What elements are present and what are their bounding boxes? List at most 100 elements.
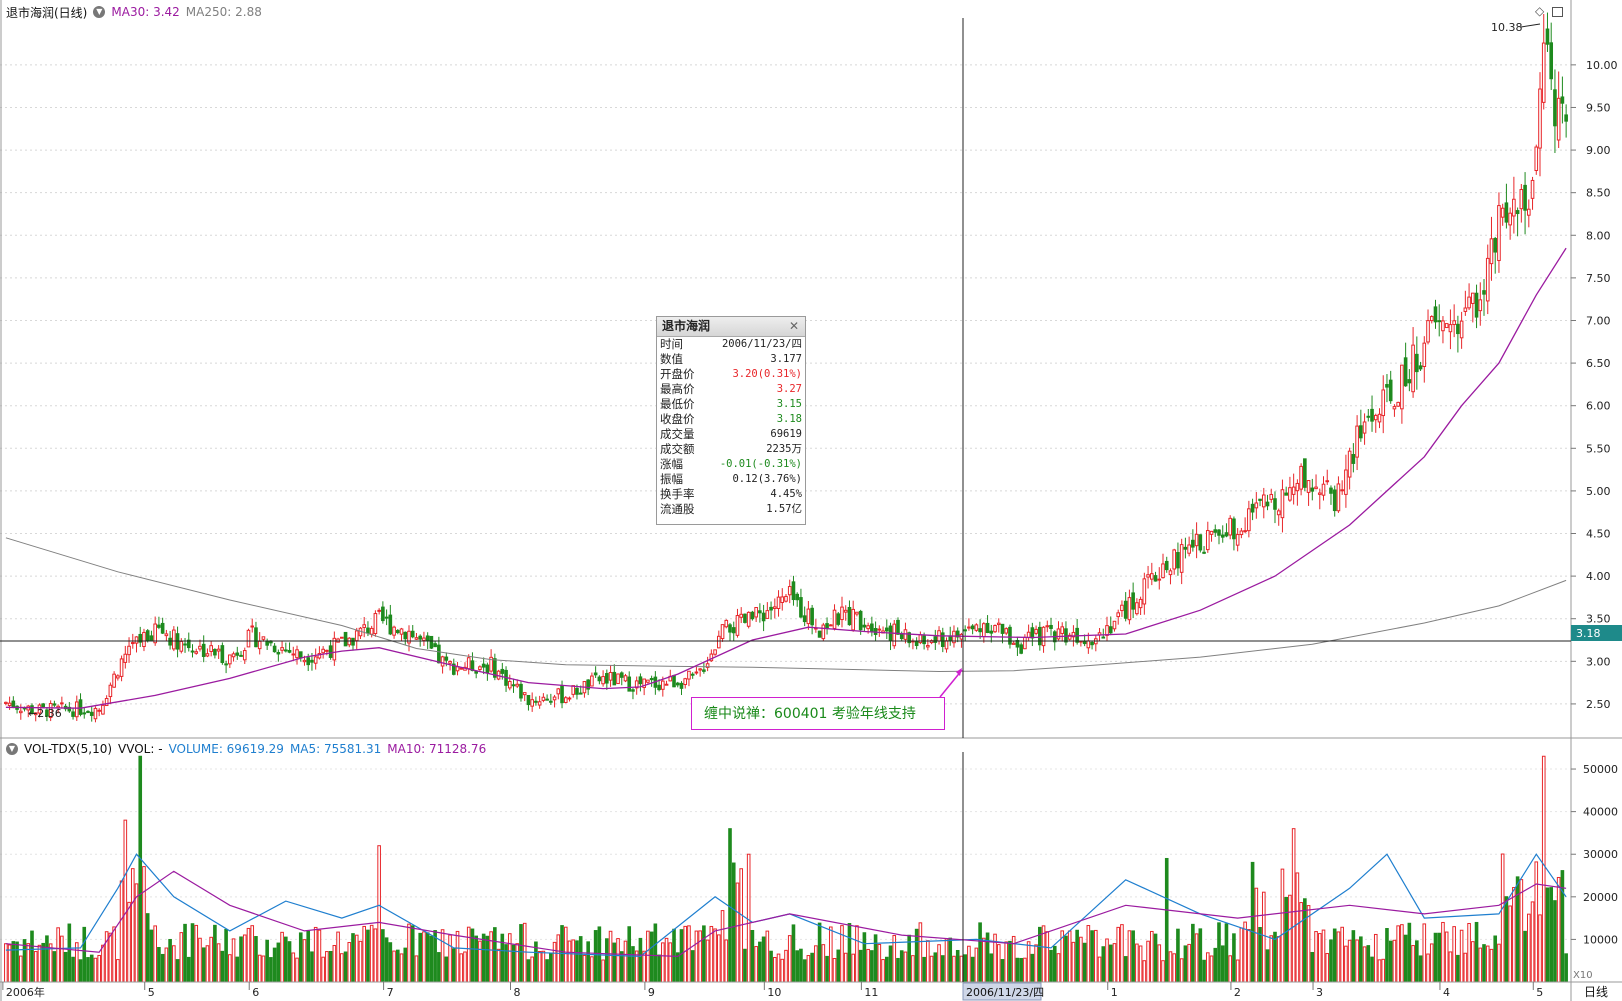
candle-body	[1299, 465, 1303, 490]
candle-body	[702, 669, 706, 672]
volume-bar	[605, 938, 609, 983]
volume-bar	[933, 952, 938, 983]
volume-bar	[567, 940, 572, 983]
volume-bar	[948, 937, 953, 983]
candle-body	[832, 609, 837, 629]
info-panel[interactable]: 退市海润 ✕ 时间 2006/11/23/四 数值 3.177 开盘价 3.20(0.31…	[656, 316, 806, 525]
price-cursor-label: 3.18	[1576, 627, 1601, 640]
candle-body	[242, 650, 247, 661]
diamond-icon[interactable]: ◇	[1535, 4, 1545, 18]
dropdown-icon[interactable]: ▼	[93, 6, 106, 18]
candle-body	[287, 649, 292, 653]
vol-indicator-name[interactable]: VOL-TDX(5,10)	[24, 742, 113, 756]
volume-bar	[1549, 887, 1554, 983]
candle-body	[272, 645, 277, 653]
volume-bar	[392, 950, 396, 983]
volume-bar	[15, 941, 19, 983]
volume-bar	[866, 948, 870, 983]
candle-body	[683, 678, 688, 686]
volume-bar	[504, 944, 508, 983]
candle-body	[101, 704, 105, 715]
candle-body	[228, 654, 232, 665]
volume-bar	[698, 930, 702, 983]
window-icon[interactable]	[1552, 6, 1564, 17]
volume-bar	[1202, 959, 1206, 983]
date-cursor-badge	[962, 982, 1042, 1001]
volume-bar	[1243, 921, 1247, 983]
volume-bar	[1004, 941, 1009, 983]
volume-bar	[944, 938, 949, 983]
info-row-value: -0.01(-0.31%)	[719, 458, 802, 470]
candle-body	[1411, 344, 1415, 393]
candle-body	[519, 683, 523, 699]
volume-bar	[1049, 949, 1053, 983]
candle-body	[489, 656, 493, 672]
vol-dropdown-icon[interactable]: ▼	[6, 743, 18, 755]
volume-bar	[989, 953, 994, 983]
volume-bar	[1168, 951, 1173, 983]
candle-body	[1011, 642, 1016, 645]
volume-bar	[1235, 959, 1240, 983]
volume-bar	[448, 934, 452, 983]
candle-body	[761, 612, 766, 622]
volume-bar	[1400, 924, 1404, 983]
candle-body	[239, 654, 243, 657]
vol-unit-label: X10	[1573, 970, 1593, 981]
volume-bar	[381, 929, 385, 983]
candle-body	[425, 635, 430, 642]
candle-body	[1295, 482, 1300, 492]
volume-bar	[556, 934, 561, 983]
candle-body	[672, 675, 676, 688]
stock-title[interactable]: 退市海润(日线)	[6, 5, 88, 20]
candle-body	[321, 648, 325, 654]
volume-bar	[250, 925, 255, 983]
candle-body	[60, 702, 64, 705]
candle-body	[597, 676, 602, 682]
volume-bar	[1142, 960, 1147, 983]
volume-bar	[1228, 955, 1232, 983]
candle-body	[1538, 88, 1542, 149]
candle-body	[1213, 529, 1218, 533]
volume-bar	[929, 955, 934, 983]
candle-body	[1512, 198, 1516, 217]
info-row-label: 成交额	[660, 442, 695, 456]
candle-body	[1202, 551, 1206, 554]
candle-body	[627, 676, 632, 692]
candle-body	[1067, 634, 1072, 640]
volume-bar	[675, 952, 680, 983]
annotation-arrowhead	[956, 668, 962, 676]
candle-body	[1482, 290, 1486, 295]
volume-bar	[1493, 935, 1498, 983]
candle-body	[1284, 492, 1288, 496]
candle-body	[1549, 42, 1554, 80]
volume-bar	[735, 882, 740, 983]
close-icon[interactable]: ✕	[788, 319, 800, 333]
volume-bar	[1396, 925, 1400, 983]
candle-body	[45, 709, 49, 717]
candle-body	[250, 625, 255, 628]
volume-bar	[653, 923, 658, 983]
volume-bar	[1295, 872, 1300, 983]
volume-bar	[549, 953, 553, 983]
info-row-value: 4.45%	[770, 488, 802, 500]
volume-bar	[832, 958, 837, 983]
volume-bar	[911, 955, 915, 983]
volume-bar	[743, 948, 747, 983]
volume-bar	[575, 940, 579, 983]
volume-bar	[982, 937, 986, 983]
volume-bar	[328, 950, 333, 983]
candle-body	[1146, 574, 1150, 578]
volume-bar	[1116, 926, 1121, 983]
period-label[interactable]: 日线	[1584, 985, 1608, 999]
date-cursor-label: 2006/11/23/四	[966, 986, 1044, 999]
candle-body	[1388, 379, 1393, 402]
volume-bar	[384, 937, 389, 983]
candle-body	[1135, 602, 1139, 615]
volume-bar	[1441, 921, 1445, 983]
volume-bar	[1426, 953, 1430, 983]
volume-bar	[1224, 923, 1229, 983]
volume-bar	[1329, 939, 1333, 983]
candle-body	[728, 624, 732, 633]
volume-bar	[1146, 940, 1150, 983]
